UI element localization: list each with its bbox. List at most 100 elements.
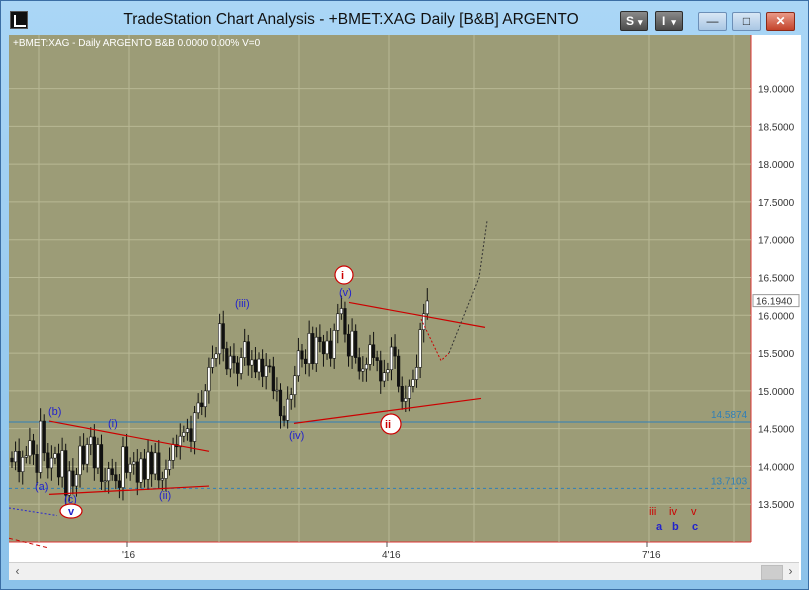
candle-body bbox=[167, 460, 172, 470]
candle-body bbox=[282, 415, 286, 421]
candle-body bbox=[268, 365, 272, 368]
wave-label-blue: c bbox=[692, 521, 698, 533]
chevron-down-icon: ▾ bbox=[638, 17, 643, 27]
y-tick-label: 18.5000 bbox=[758, 122, 795, 133]
wave-label-blue: v bbox=[68, 506, 75, 518]
candle-body bbox=[107, 468, 111, 482]
candle-body bbox=[425, 300, 429, 315]
wave-label-blue: a bbox=[656, 521, 663, 533]
candle-body bbox=[114, 474, 118, 482]
candle-body bbox=[382, 372, 386, 382]
candle-body bbox=[39, 420, 43, 473]
price-level-label: 14.5874 bbox=[711, 410, 748, 421]
candle-body bbox=[203, 390, 207, 408]
wave-label-red: v bbox=[691, 506, 697, 518]
candle-body bbox=[253, 359, 258, 373]
candle-body bbox=[71, 470, 75, 487]
wave-label-red: iv bbox=[669, 506, 677, 518]
plot-background bbox=[9, 35, 751, 542]
y-tick-label: 19.0000 bbox=[758, 85, 795, 96]
chart-area[interactable]: 14.5874 13.7103 (a) (b) (c) (i) (ii) (iii) (iv)… bbox=[9, 35, 801, 580]
candle-body bbox=[17, 451, 21, 473]
trend-line bbox=[48, 420, 210, 452]
candle-body bbox=[42, 420, 46, 454]
y-tick-label: 16.0000 bbox=[758, 311, 795, 322]
wave-label-blue: (c) bbox=[64, 494, 77, 506]
candle-body bbox=[411, 379, 415, 387]
s-menu-button[interactable]: S ▾ bbox=[620, 11, 648, 31]
y-tick-label: 15.0000 bbox=[758, 387, 795, 398]
candle-body bbox=[296, 350, 301, 377]
candle-body bbox=[35, 454, 39, 473]
scroll-thumb[interactable] bbox=[761, 565, 783, 580]
y-tick-label: 18.0000 bbox=[758, 160, 795, 171]
price-level-label: 13.7103 bbox=[711, 476, 748, 487]
candle-body bbox=[200, 402, 204, 408]
wave-label-blue: (i) bbox=[108, 418, 118, 430]
candle-body bbox=[368, 344, 372, 365]
candle-body bbox=[78, 445, 82, 476]
title-bar[interactable]: TradeStation Chart Analysis - +BMET:XAG … bbox=[1, 1, 808, 35]
candle-body bbox=[132, 461, 136, 465]
candle-body bbox=[250, 359, 254, 366]
scroll-left-arrow[interactable]: ‹ bbox=[15, 564, 20, 578]
s-label: S bbox=[626, 14, 635, 28]
candle-body bbox=[171, 444, 175, 461]
candle-body bbox=[350, 330, 354, 357]
candle-body bbox=[246, 341, 250, 366]
candle-body bbox=[178, 435, 182, 448]
candle-body bbox=[397, 355, 401, 387]
candle-body bbox=[99, 444, 104, 482]
candle-body bbox=[371, 344, 376, 358]
wave-label-blue: (b) bbox=[48, 406, 61, 418]
last-price-label: 16.1940 bbox=[756, 297, 793, 308]
candle-body bbox=[13, 451, 18, 463]
y-tick-label: 17.0000 bbox=[758, 236, 795, 247]
candle-body bbox=[82, 445, 86, 465]
candle-body bbox=[135, 461, 139, 483]
candle-body bbox=[232, 355, 236, 364]
candle-body bbox=[318, 336, 322, 343]
candle-body bbox=[128, 463, 132, 473]
scroll-track[interactable] bbox=[26, 563, 761, 580]
candle-body bbox=[375, 357, 379, 361]
wave-label-blue: b bbox=[672, 521, 679, 533]
candle-body bbox=[89, 436, 93, 445]
wave-label-blue: (a) bbox=[35, 481, 48, 493]
candle-body bbox=[110, 468, 114, 476]
candle-body bbox=[182, 432, 186, 437]
tradestation-app-icon[interactable] bbox=[10, 11, 28, 29]
candle-body bbox=[139, 458, 143, 483]
candle-body bbox=[393, 346, 397, 357]
wave-label-blue: (v) bbox=[339, 287, 352, 299]
horizontal-scrollbar[interactable]: ‹ › bbox=[9, 562, 799, 580]
wave-label-blue: (iv) bbox=[289, 430, 304, 442]
projection-red bbox=[420, 318, 450, 362]
candle-body bbox=[275, 389, 279, 392]
candle-body bbox=[346, 333, 351, 357]
candle-body bbox=[24, 455, 28, 458]
trend-line bbox=[348, 301, 486, 328]
candle-body bbox=[339, 308, 343, 315]
candle-body bbox=[257, 358, 261, 373]
scroll-right-arrow[interactable]: › bbox=[788, 564, 793, 578]
candle-body bbox=[153, 452, 157, 475]
candle-body bbox=[414, 367, 419, 380]
wave-label-red: i bbox=[341, 270, 344, 282]
maximize-button[interactable]: □ bbox=[732, 12, 761, 31]
projection-grey bbox=[448, 220, 488, 354]
i-menu-button[interactable]: I ▾ bbox=[655, 11, 683, 31]
candle-body bbox=[31, 440, 36, 455]
candle-body bbox=[329, 340, 333, 359]
close-button[interactable]: ✕ bbox=[766, 12, 795, 31]
window-title: TradeStation Chart Analysis - +BMET:XAG … bbox=[123, 11, 579, 28]
minimize-button[interactable]: — bbox=[698, 12, 727, 31]
price-chart[interactable]: 14.5874 13.7103 (a) (b) (c) (i) (ii) (iii) (iv)… bbox=[9, 35, 801, 562]
x-tick-label: 4'16 bbox=[382, 550, 401, 561]
candle-body bbox=[192, 412, 197, 442]
candle-body bbox=[343, 308, 347, 335]
candle-body bbox=[60, 450, 64, 478]
candle-body bbox=[207, 367, 211, 392]
candle-body bbox=[196, 402, 200, 414]
